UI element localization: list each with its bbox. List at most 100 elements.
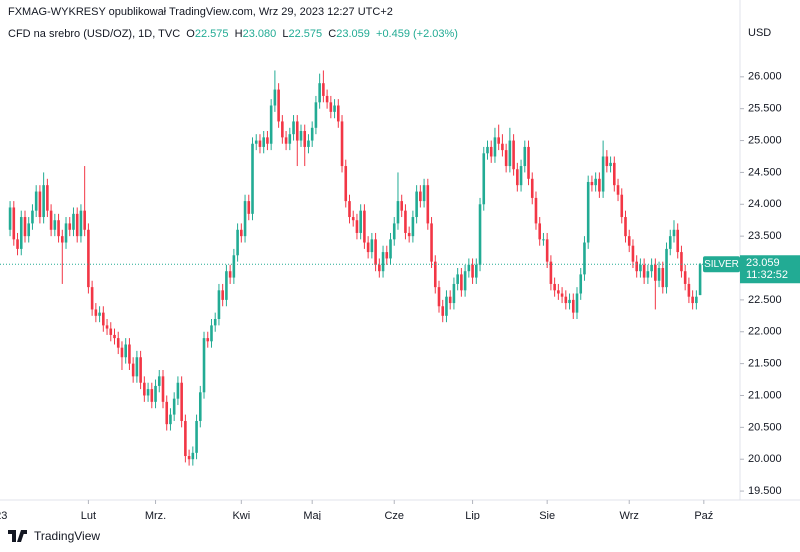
- candle-body: [258, 140, 262, 147]
- candle-body: [400, 201, 404, 211]
- candle-body: [501, 143, 504, 151]
- candle-body: [314, 102, 318, 128]
- candle-body: [221, 290, 224, 300]
- candle-body: [512, 140, 515, 170]
- ohlc-letter: H: [234, 28, 243, 40]
- candle-body: [154, 385, 157, 402]
- candle-body: [639, 264, 642, 272]
- candle-body: [385, 252, 389, 259]
- candle-body: [225, 271, 228, 300]
- footer: TradingView: [8, 529, 100, 543]
- candle-body: [553, 283, 556, 291]
- candle-body: [284, 137, 288, 144]
- candle-body: [27, 223, 31, 237]
- candle-body: [236, 229, 239, 256]
- candle-body: [616, 185, 620, 195]
- candle-body: [277, 89, 280, 122]
- candle-body: [105, 325, 109, 329]
- candle-body: [240, 229, 243, 237]
- price-tag-box: [740, 255, 800, 284]
- candle-body: [422, 185, 426, 202]
- candle-body: [169, 414, 172, 425]
- price-tag: 23.059: [746, 257, 780, 269]
- candle-body: [340, 121, 344, 167]
- candle-body: [102, 312, 105, 326]
- candle-body: [150, 389, 154, 402]
- symbol-tag-box: [703, 256, 740, 273]
- candle-body: [426, 185, 430, 224]
- candle-body: [180, 382, 183, 421]
- candle-body: [642, 264, 646, 278]
- candle-body: [676, 229, 680, 253]
- candle-body: [497, 137, 500, 144]
- candle-body: [60, 236, 64, 243]
- candle-body: [680, 252, 683, 272]
- candle-body: [355, 220, 359, 233]
- candle-body: [568, 299, 571, 304]
- candle-body: [549, 261, 553, 284]
- candle-body: [8, 207, 12, 230]
- candle-body: [210, 325, 213, 342]
- candle-body: [19, 217, 23, 249]
- candle-body: [691, 296, 694, 304]
- y-tick-label: 25.000: [748, 134, 782, 146]
- candle-body: [87, 229, 90, 288]
- ohlc-letter: L: [282, 28, 289, 40]
- candle-body: [232, 255, 236, 278]
- candle-body: [228, 271, 232, 278]
- candle-body: [590, 181, 594, 186]
- candle-body: [478, 204, 482, 265]
- candle-body: [31, 210, 34, 224]
- candle-body: [23, 217, 27, 237]
- candle-body: [251, 143, 254, 214]
- candle-body: [366, 242, 370, 253]
- x-tick-label: Maj: [303, 510, 321, 520]
- candle-body: [389, 239, 392, 259]
- candle-body: [601, 156, 605, 192]
- candle-body: [176, 382, 180, 399]
- candle-body: [698, 264, 702, 296]
- candle-body: [195, 420, 198, 453]
- candle-body: [116, 338, 120, 348]
- candle-body: [687, 283, 691, 297]
- candle-body: [392, 223, 396, 240]
- candle-body: [516, 169, 519, 186]
- currency-label[interactable]: USD: [748, 27, 772, 39]
- candle-body: [504, 150, 508, 167]
- candle-body: [243, 201, 247, 237]
- candle-body: [72, 213, 75, 230]
- candle-body: [165, 401, 169, 425]
- candle-body: [433, 261, 437, 288]
- y-tick-label: 24.500: [748, 166, 782, 178]
- ohlc-letter: O: [186, 28, 195, 40]
- symbol-name: CFD na srebro (USD/OZ), 1D, TVC: [8, 28, 181, 40]
- candle-body: [120, 347, 124, 358]
- candle-body: [143, 382, 146, 396]
- candle-body: [661, 268, 665, 288]
- candle-body: [646, 271, 650, 278]
- y-tick-label: 25.500: [748, 103, 782, 115]
- countdown: 11:32:52: [746, 269, 788, 281]
- x-tick-label: Sie: [539, 510, 555, 520]
- candle-body: [407, 232, 411, 237]
- ohlc-value: 23.059: [336, 28, 370, 40]
- candle-body: [262, 137, 265, 147]
- y-tick-label: 22.500: [748, 294, 782, 306]
- candle-body: [534, 197, 538, 224]
- candle-body: [486, 146, 489, 154]
- candle-body: [109, 328, 113, 335]
- candle-body: [695, 296, 698, 304]
- candle-body: [303, 130, 307, 147]
- candle-body: [217, 290, 221, 320]
- symbol-legend: CFD na srebro (USD/OZ), 1D, TVC O22.575 …: [8, 28, 458, 40]
- candle-body: [128, 344, 131, 364]
- candle-body: [98, 312, 101, 316]
- candle-body: [295, 121, 299, 141]
- y-tick-label: 23.500: [748, 230, 782, 242]
- chart: 19.500 20.000 20.500 21.000 21.500 22.000 22.5…: [0, 0, 800, 520]
- candle-body: [381, 252, 385, 272]
- candle-body: [463, 271, 467, 291]
- candle-body: [370, 239, 374, 253]
- x-tick-label: Wrz: [620, 510, 639, 520]
- candle-body: [665, 248, 668, 288]
